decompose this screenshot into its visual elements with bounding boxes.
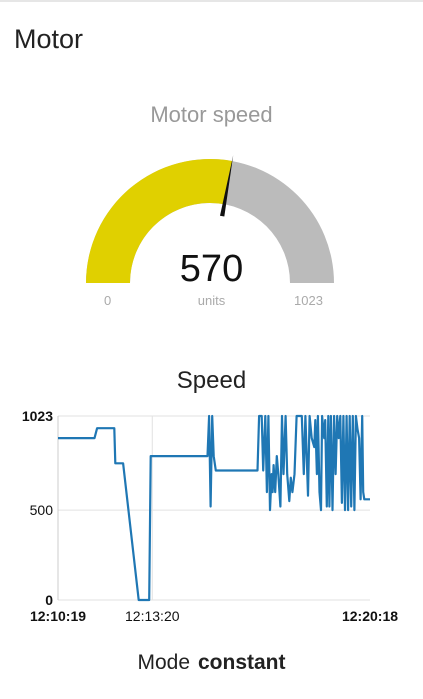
mode-value: constant: [198, 651, 286, 674]
y-tick-label: 0: [45, 592, 53, 608]
x-tick-label: 12:13:20: [125, 608, 180, 624]
chart-title: Speed: [176, 367, 247, 394]
y-tick-label: 1023: [22, 408, 53, 424]
gauge-units-label: units: [197, 293, 226, 308]
x-tick-label: 12:10:19: [30, 608, 86, 624]
gauge-title: Motor speed: [150, 102, 273, 127]
mode-label: Mode: [137, 651, 190, 674]
gauge-needle: [219, 155, 234, 217]
speed-chart: 1023 500 012:10:19 12:13:20 12:20:18: [22, 408, 398, 624]
x-tick-label: 12:20:18: [342, 608, 398, 624]
gauge-value: 570: [179, 248, 244, 290]
gauge-fill: [86, 159, 233, 283]
speed-gauge: [86, 155, 334, 283]
gauge-max-label: 1023: [294, 293, 323, 308]
chart-axes: 1023 500 012:10:19 12:13:20 12:20:18: [22, 408, 398, 624]
mode-row: Mode constant: [0, 651, 423, 675]
gauge-min-label: 0: [104, 293, 112, 308]
group-title: Motor: [14, 24, 84, 54]
top-divider: [0, 0, 423, 2]
y-tick-label: 500: [30, 502, 54, 518]
speed-series-line: [58, 414, 370, 602]
